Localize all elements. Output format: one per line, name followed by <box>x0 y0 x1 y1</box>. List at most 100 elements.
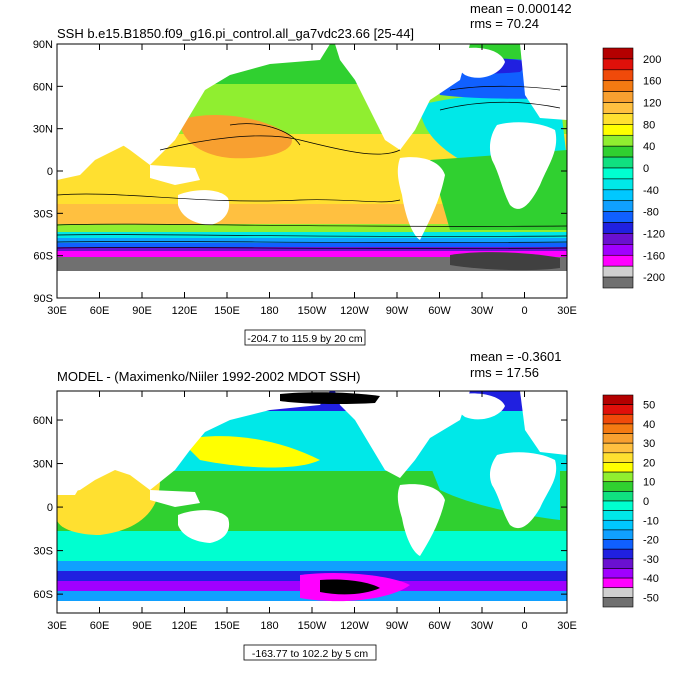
ocean-band <box>57 257 567 271</box>
ocean-band <box>57 232 567 238</box>
lon-tick-label: 120W <box>340 305 369 317</box>
diff-map-field <box>57 391 567 613</box>
pacific-yellow <box>180 436 320 468</box>
lat-tick-label: 60N <box>33 415 53 427</box>
colorbar-swatch <box>602 134 634 147</box>
colorbar-swatch <box>602 233 634 245</box>
colorbar-swatch <box>602 276 634 289</box>
land-africa-left <box>57 440 90 495</box>
lon-tick-label: 90E <box>132 305 152 317</box>
antarctic-dark-patch <box>450 252 560 271</box>
colorbar-swatch <box>602 394 634 405</box>
colorbar-swatch <box>602 102 634 114</box>
land-masses <box>57 391 567 556</box>
colorbar-swatch <box>602 404 634 415</box>
contour-line <box>57 241 567 243</box>
lat-tick-label: 30N <box>33 459 53 471</box>
colorbar-swatch <box>602 471 634 483</box>
diff-axes: 60N 30N 0 30S 60S 30E 60E 90E 120E 150E 180 150W 120… <box>33 391 577 632</box>
colorbar-label: 0 <box>643 163 649 175</box>
colorbar-swatch <box>602 80 634 92</box>
lon-tick-label: 150E <box>214 620 240 632</box>
diff-range-box <box>243 644 377 661</box>
colorbar-label: -30 <box>643 554 659 566</box>
colorbar-label: 200 <box>643 54 661 66</box>
lat-tick-label: 30N <box>33 124 53 136</box>
land-greenland <box>453 393 505 420</box>
colorbar-label: 40 <box>643 419 655 431</box>
lon-tick-label: 60W <box>428 305 451 317</box>
lat-tick-label: 30S <box>33 208 53 220</box>
colorbar-swatch <box>602 413 634 425</box>
colorbar-swatch <box>602 558 634 569</box>
colorbar-swatch <box>602 539 634 550</box>
colorbar-label: -80 <box>643 207 659 219</box>
ocean-band <box>57 247 567 251</box>
ocean-band <box>57 243 567 247</box>
colorbar-label: 40 <box>643 141 655 153</box>
colorbar-swatch <box>602 587 634 598</box>
colorbar-swatch <box>602 519 634 531</box>
lon-tick-label: 30E <box>557 620 577 632</box>
colorbar-swatch <box>602 200 634 212</box>
lon-tick-label: 150W <box>298 620 327 632</box>
colorbar-swatch <box>602 178 634 191</box>
ssh-panel: SSH b.e15.B1850.f09_g16.pi_control.all_g… <box>33 1 665 346</box>
lat-tick-label: 30S <box>33 546 53 558</box>
land-south-america <box>397 484 445 556</box>
lat-tick-label: 60N <box>33 81 53 93</box>
lon-tick-label: 0 <box>521 620 527 632</box>
colorbar-swatch <box>602 577 634 589</box>
land-europe <box>520 44 567 120</box>
colorbar-label: 80 <box>643 119 655 131</box>
land-masses <box>57 44 567 240</box>
lat-tick-label: 0 <box>47 502 53 514</box>
colorbar-label: -50 <box>643 592 659 604</box>
colorbar-swatch <box>602 211 634 223</box>
colorbar-swatch <box>602 568 634 579</box>
ssh-range-label: -204.7 to 115.9 by 20 cm <box>247 333 363 345</box>
colorbar-label: 0 <box>643 496 649 508</box>
colorbar-swatch <box>602 58 634 71</box>
colorbar-swatch <box>602 69 634 82</box>
contour-line <box>57 234 567 237</box>
colorbar-swatch <box>602 510 634 521</box>
land-africa <box>489 122 557 209</box>
ocean-band <box>57 238 567 243</box>
colorbar-label: 120 <box>643 98 661 110</box>
model-diff-panel: MODEL - (Maximenko/Niiler 1992-2002 MDOT… <box>33 349 659 661</box>
colorbar-swatch <box>602 222 634 234</box>
lon-tick-label: 30W <box>471 305 494 317</box>
colorbar-label: -200 <box>643 272 665 284</box>
colorbar-swatch <box>602 156 634 169</box>
ocean-band <box>57 531 567 561</box>
land-australia <box>178 510 230 543</box>
contour-line <box>57 247 567 249</box>
land-asia <box>100 44 330 165</box>
colorbar-swatch <box>602 452 634 463</box>
contour-line <box>159 135 401 155</box>
colorbar-label: -120 <box>643 228 665 240</box>
diff-range-label: -163.77 to 102.2 by 5 cm <box>252 648 368 660</box>
lat-tick-label: 60S <box>33 589 53 601</box>
lon-tick-label: 150W <box>298 305 327 317</box>
colorbar-swatch <box>602 462 634 473</box>
lat-tick-label: 60S <box>33 251 53 263</box>
colorbar-swatch <box>602 91 634 103</box>
land-indonesia <box>150 165 200 185</box>
ssh-title: SSH b.e15.B1850.f09_g16.pi_control.all_g… <box>57 26 414 41</box>
colorbar-swatch <box>602 442 634 454</box>
ssh-rms-stat: rms = 70.24 <box>470 16 539 31</box>
lon-tick-label: 150E <box>214 305 240 317</box>
ssh-mean-stat: mean = 0.000142 <box>470 1 572 16</box>
colorbar-label: -160 <box>643 250 665 262</box>
lon-tick-label: 30E <box>47 620 67 632</box>
colorbar-swatch <box>602 47 634 60</box>
colorbar-swatch <box>602 167 634 180</box>
diff-mean-stat: mean = -0.3601 <box>470 349 561 364</box>
lon-tick-label: 120E <box>172 620 198 632</box>
contour-line <box>229 123 301 146</box>
land-africa <box>489 452 557 529</box>
colorbar-label: -40 <box>643 185 659 197</box>
